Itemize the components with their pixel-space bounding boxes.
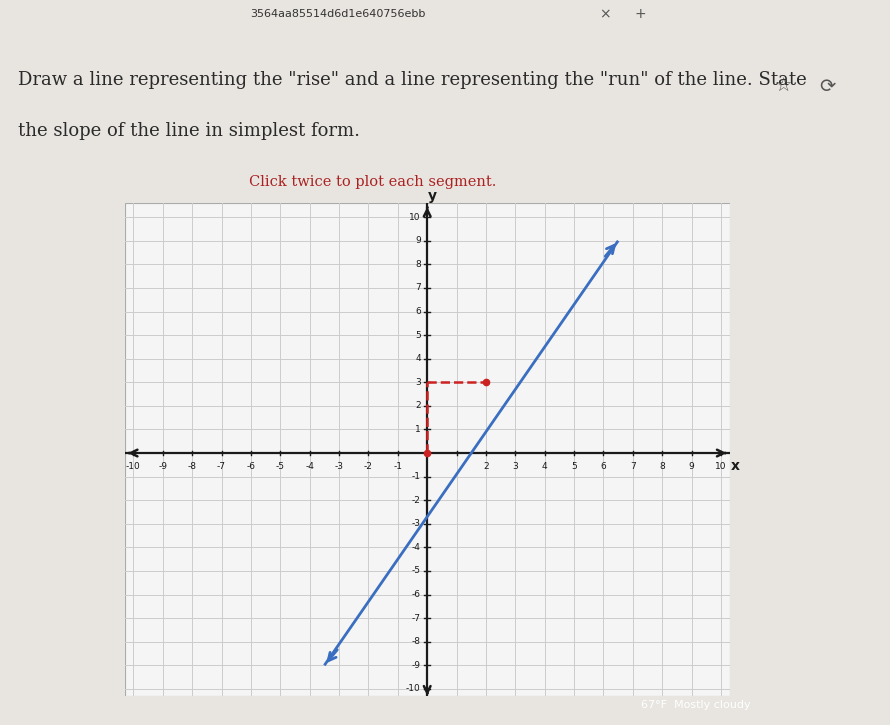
Text: -8: -8 xyxy=(412,637,421,646)
Text: 1: 1 xyxy=(415,425,421,434)
Text: 3564aa85514d6d1e640756ebb: 3564aa85514d6d1e640756ebb xyxy=(250,9,426,19)
Text: -1: -1 xyxy=(412,472,421,481)
Text: the slope of the line in simplest form.: the slope of the line in simplest form. xyxy=(18,122,360,140)
Text: 5: 5 xyxy=(571,462,577,471)
Text: -5: -5 xyxy=(412,566,421,576)
Text: +: + xyxy=(635,7,647,21)
Text: -6: -6 xyxy=(247,462,255,471)
Text: 6: 6 xyxy=(415,307,421,316)
Text: 67°F  Mostly cloudy: 67°F Mostly cloudy xyxy=(641,700,750,710)
Text: 9: 9 xyxy=(689,462,694,471)
Text: 5: 5 xyxy=(415,331,421,339)
Text: -3: -3 xyxy=(412,519,421,529)
Text: 8: 8 xyxy=(415,260,421,269)
Text: -2: -2 xyxy=(412,496,421,505)
Text: 2: 2 xyxy=(415,402,421,410)
Text: ×: × xyxy=(599,7,611,21)
Text: -8: -8 xyxy=(188,462,197,471)
Text: 6: 6 xyxy=(601,462,606,471)
Text: -4: -4 xyxy=(305,462,314,471)
Text: 4: 4 xyxy=(542,462,547,471)
Text: Click twice to plot each segment.: Click twice to plot each segment. xyxy=(249,175,497,189)
Text: -6: -6 xyxy=(412,590,421,599)
Text: -9: -9 xyxy=(158,462,167,471)
Text: -2: -2 xyxy=(364,462,373,471)
Text: -10: -10 xyxy=(406,684,421,693)
Text: ⟳: ⟳ xyxy=(820,77,836,96)
Text: ☆: ☆ xyxy=(774,77,792,96)
Text: -7: -7 xyxy=(217,462,226,471)
Text: 7: 7 xyxy=(630,462,635,471)
Text: 7: 7 xyxy=(415,283,421,292)
Text: Draw a line representing the "rise" and a line representing the "run" of the lin: Draw a line representing the "rise" and … xyxy=(18,70,806,88)
Text: -1: -1 xyxy=(393,462,402,471)
Text: -5: -5 xyxy=(276,462,285,471)
Text: 10: 10 xyxy=(716,462,727,471)
Text: -4: -4 xyxy=(412,543,421,552)
Text: -7: -7 xyxy=(412,613,421,623)
Text: Click a segment to delete it.: Click a segment to delete it. xyxy=(249,211,458,225)
Text: -10: -10 xyxy=(126,462,141,471)
Text: 10: 10 xyxy=(409,212,421,222)
Text: 8: 8 xyxy=(659,462,665,471)
Text: 9: 9 xyxy=(415,236,421,245)
Text: 2: 2 xyxy=(483,462,489,471)
Text: 3: 3 xyxy=(513,462,518,471)
Text: x: x xyxy=(732,459,740,473)
Text: 4: 4 xyxy=(415,355,421,363)
Text: 3: 3 xyxy=(415,378,421,386)
Text: y: y xyxy=(428,189,437,204)
Text: -9: -9 xyxy=(412,660,421,670)
Text: -3: -3 xyxy=(335,462,344,471)
